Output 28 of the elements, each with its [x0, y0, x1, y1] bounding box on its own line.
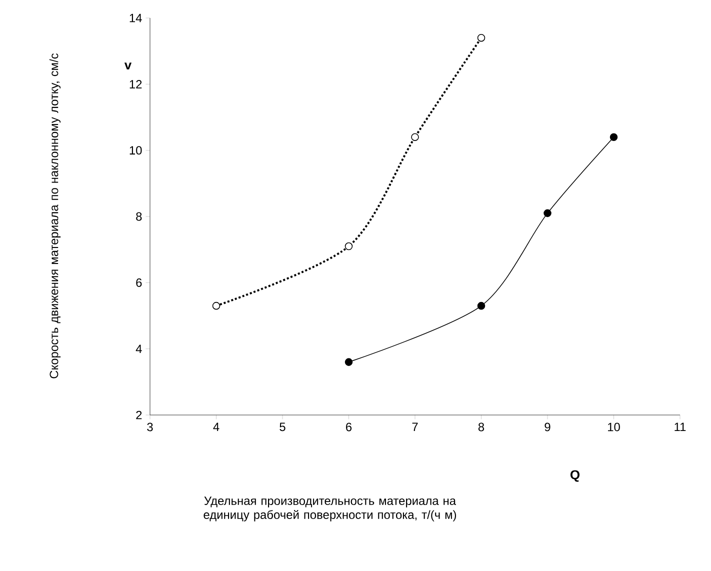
text: Скорость движения материала по наклонному лотку, см/с [49, 53, 61, 378]
x-tick-label: 4 [213, 422, 220, 431]
point [477, 302, 486, 310]
y-axis-title: v [124, 62, 132, 70]
x-tick-label: 7 [412, 422, 418, 431]
x-tick-label: 11 [674, 422, 686, 431]
y-tick-label: 12 [130, 80, 142, 88]
y-tick-label: 8 [136, 212, 142, 221]
text: Удельная производительность материала на единицу рабочей поверхности потока, т/(ч м) [204, 496, 456, 522]
y-tick-label: 10 [130, 146, 142, 155]
point [477, 34, 486, 42]
point [344, 358, 353, 366]
x-tick-label: 8 [478, 422, 484, 432]
y-tick-label: 14 [130, 14, 142, 22]
y-tick-label: 2 [136, 410, 142, 420]
x-tick-label: 10 [608, 422, 620, 432]
y-tick-label: 4 [136, 344, 142, 353]
x-tick-label: 6 [346, 422, 352, 432]
x-tick-label: 9 [544, 422, 550, 432]
point [212, 302, 220, 310]
point [344, 242, 353, 250]
point [544, 209, 552, 218]
y-tick-label: 6 [136, 278, 142, 287]
point [610, 133, 618, 141]
x-axis-title: Q [570, 470, 580, 482]
x-tick-label: 5 [280, 422, 286, 432]
point [411, 133, 419, 141]
x-tick-label: 3 [147, 422, 153, 432]
